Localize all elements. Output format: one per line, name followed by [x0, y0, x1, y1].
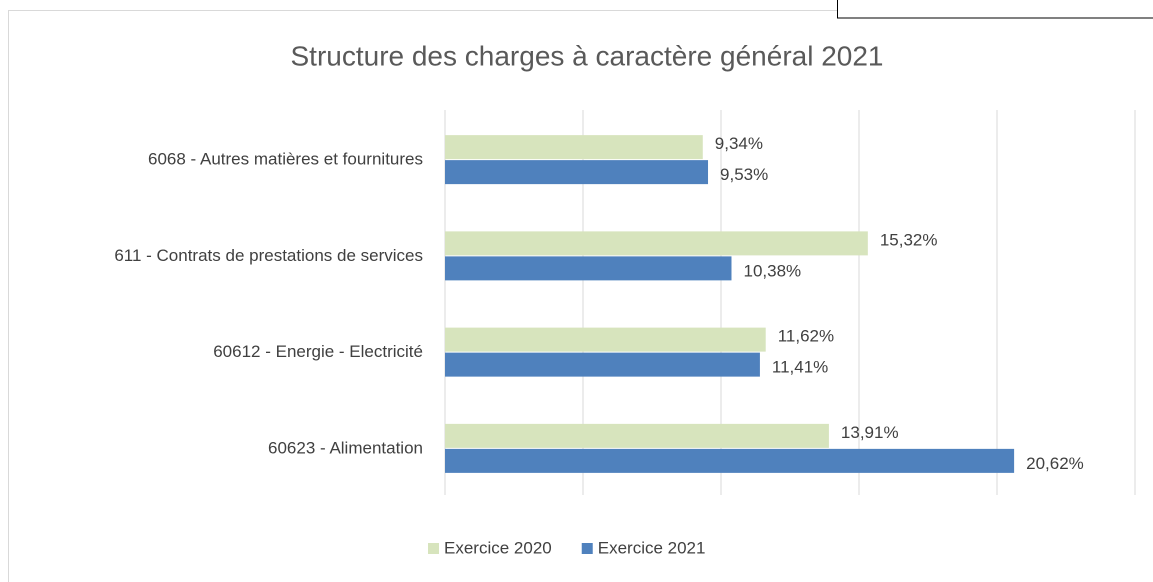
value-label: 9,53% [720, 165, 768, 184]
bar [445, 352, 760, 377]
bar [445, 231, 868, 256]
legend-swatch [428, 543, 439, 554]
value-label: 9,34% [715, 134, 763, 153]
legend-label: Exercice 2021 [598, 538, 706, 557]
value-label: 15,32% [880, 230, 938, 249]
legend-label: Exercice 2020 [444, 538, 552, 557]
value-label: 10,38% [743, 261, 801, 280]
category-label: 60623 - Alimentation [268, 438, 423, 457]
value-label: 20,62% [1026, 454, 1084, 473]
bar [445, 160, 709, 185]
value-label: 13,91% [841, 423, 899, 442]
chart-frame [8, 10, 1153, 582]
bar [445, 327, 766, 352]
category-label: 6068 - Autres matières et fournitures [148, 150, 423, 169]
value-label: 11,62% [778, 327, 834, 346]
category-label: 60612 - Energie - Electricité [213, 342, 423, 361]
category-label: 611 - Contrats de prestations de service… [114, 246, 423, 265]
bar [445, 135, 703, 160]
value-label: 11,41% [772, 358, 828, 377]
overlay-box [837, 0, 1153, 19]
chart-title: Structure des charges à caractère généra… [290, 40, 883, 71]
bar [445, 423, 829, 448]
legend-swatch [581, 543, 593, 554]
bar [445, 256, 732, 281]
bar [445, 448, 1015, 473]
